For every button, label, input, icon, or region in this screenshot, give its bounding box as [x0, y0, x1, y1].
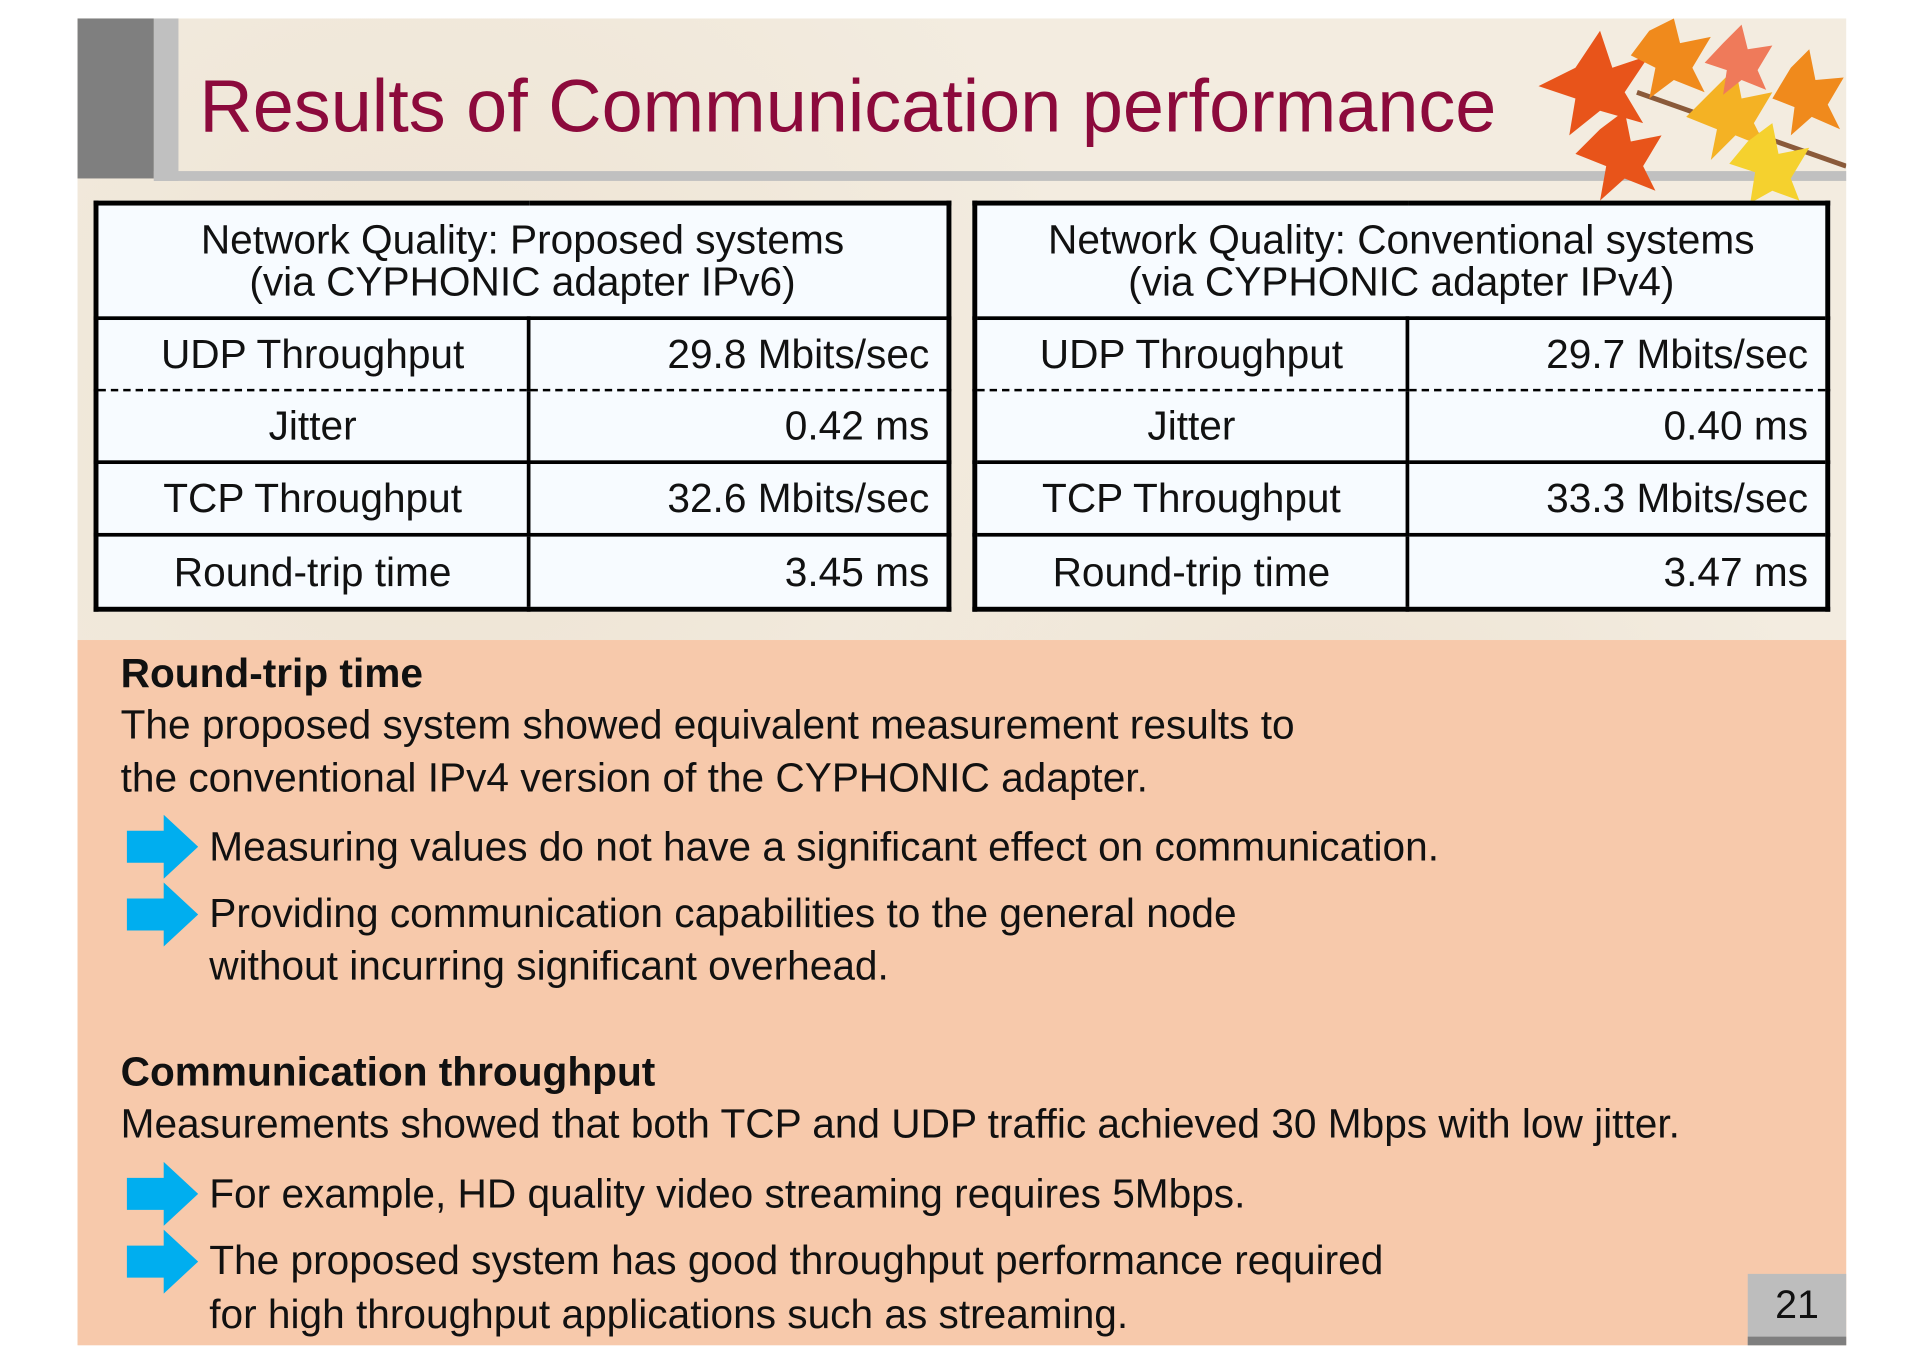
table-row: Jitter 0.42 ms — [94, 389, 951, 465]
row-value: 3.47 ms — [1405, 533, 1830, 612]
table-row: TCP Throughput 32.6 Mbits/sec — [94, 460, 951, 538]
row-value: 33.3 Mbits/sec — [1405, 460, 1830, 538]
bullet-text: Measuring values do not have a significa… — [209, 823, 1439, 869]
bullet-text: for high throughput applications such as… — [209, 1291, 1129, 1337]
table-row: Jitter 0.40 ms — [972, 389, 1830, 465]
conventional-systems-table: Network Quality: Conventional systems (vi… — [972, 200, 1831, 612]
section-body: The proposed system showed equivalent me… — [120, 701, 1295, 748]
page-number: 21 — [1747, 1273, 1847, 1346]
title-underline — [153, 171, 1847, 181]
right-arrow-icon — [126, 882, 199, 947]
header-line: Network Quality: Proposed systems — [200, 216, 845, 263]
bullet-text: without incurring significant overhead. — [209, 942, 889, 989]
title-accent-dark — [77, 18, 154, 179]
header-line: Network Quality: Conventional systems — [1047, 216, 1755, 263]
right-arrow-icon — [126, 814, 199, 879]
section-heading: Round-trip time — [120, 649, 423, 696]
section-heading: Communication throughput — [120, 1048, 656, 1095]
row-value: 29.8 Mbits/sec — [526, 316, 951, 392]
header-line: (via CYPHONIC adapter IPv4) — [1128, 258, 1675, 305]
table-row: UDP Throughput 29.7 Mbits/sec — [972, 316, 1830, 392]
table-row: TCP Throughput 33.3 Mbits/sec — [972, 460, 1830, 538]
title-accent-light — [153, 18, 179, 181]
header-line: (via CYPHONIC adapter IPv6) — [249, 258, 796, 305]
table-row: UDP Throughput 29.8 Mbits/sec — [94, 316, 951, 392]
row-label: TCP Throughput — [972, 460, 1410, 538]
right-arrow-icon — [126, 1161, 199, 1226]
row-label: Jitter — [972, 389, 1410, 465]
row-value: 29.7 Mbits/sec — [1405, 316, 1830, 392]
row-value: 3.45 ms — [526, 533, 951, 612]
bullet-text: For example, HD quality video streaming … — [209, 1170, 1246, 1217]
right-arrow-icon — [126, 1229, 199, 1294]
table-header: Network Quality: Proposed systems (via CY… — [94, 201, 951, 320]
proposed-systems-table: Network Quality: Proposed systems (via CY… — [93, 200, 952, 612]
table-row: Round-trip time 3.45 ms — [94, 533, 951, 612]
row-value: 0.42 ms — [526, 389, 951, 465]
row-label: UDP Throughput — [94, 316, 531, 392]
notes-panel — [77, 640, 1847, 1346]
slide-title: Results of Communication performance — [199, 65, 1497, 148]
section-body: Measurements showed that both TCP and UD… — [120, 1100, 1680, 1146]
bullet-text: Providing communication capabilities to … — [209, 889, 1237, 936]
bullet-text: The proposed system has good throughput … — [209, 1236, 1384, 1283]
row-value: 32.6 Mbits/sec — [526, 460, 951, 538]
row-value: 0.40 ms — [1405, 389, 1830, 465]
row-label: TCP Throughput — [94, 460, 531, 538]
row-label: Jitter — [94, 389, 531, 465]
row-label: Round-trip time — [94, 533, 531, 612]
table-row: Round-trip time 3.47 ms — [972, 533, 1830, 612]
maple-leaves-icon — [1538, 18, 1847, 204]
row-label: UDP Throughput — [972, 316, 1410, 392]
table-header: Network Quality: Conventional systems (vi… — [972, 201, 1830, 320]
row-label: Round-trip time — [972, 533, 1410, 612]
section-body: the conventional IPv4 version of the CYP… — [120, 754, 1148, 801]
